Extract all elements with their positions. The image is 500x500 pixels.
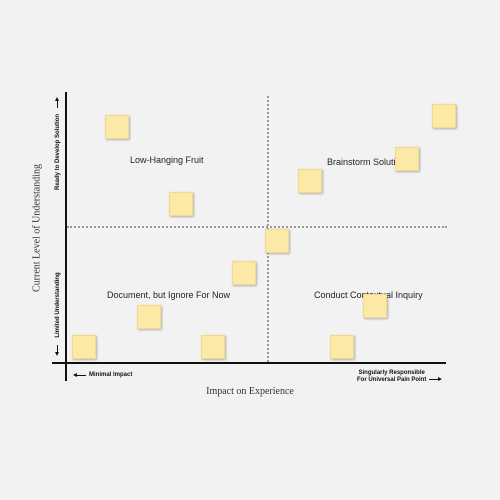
sticky-note[interactable] <box>363 294 387 318</box>
sticky-note[interactable] <box>265 229 289 253</box>
sticky-note[interactable] <box>395 147 419 171</box>
sticky-note[interactable] <box>432 104 456 128</box>
x-axis-min-label: Minimal Impact <box>89 372 133 378</box>
arrow-right-icon <box>429 376 443 381</box>
sticky-note[interactable] <box>201 335 225 359</box>
arrow-up-icon <box>55 97 59 108</box>
horizontal-quadrant-divider <box>67 226 447 228</box>
x-axis-min: Minimal Impact <box>73 372 133 378</box>
arrow-down-icon <box>55 345 59 356</box>
y-axis-max-label: Ready to Develop Solution <box>55 113 61 191</box>
quadrant-label-top-left: Low-Hanging Fruit <box>130 155 204 165</box>
sticky-note[interactable] <box>330 335 354 359</box>
x-axis-line <box>52 362 446 364</box>
sticky-note[interactable] <box>298 169 322 193</box>
sticky-note[interactable] <box>232 261 256 285</box>
x-axis-title: Impact on Experience <box>206 386 294 397</box>
quadrant-label-top-right: Brainstorm Solutions <box>327 157 411 167</box>
y-axis-title: Current Level of Understanding <box>31 163 43 293</box>
quadrant-label-bottom-left: Document, but Ignore For Now <box>107 290 231 300</box>
y-axis-line <box>65 92 67 381</box>
sticky-note[interactable] <box>169 192 193 216</box>
sticky-note[interactable] <box>137 305 161 329</box>
x-axis-max-label-line1: Singularly Responsible <box>358 370 425 376</box>
x-axis-max: Singularly Responsible For Universal Pai… <box>357 370 443 384</box>
sticky-note[interactable] <box>72 335 96 359</box>
y-axis-min-label: Limited Understanding <box>55 272 61 338</box>
x-axis-max-label: Singularly Responsible For Universal Pai… <box>357 370 426 384</box>
x-axis-max-label-line2: For Universal Pain Point <box>357 377 427 383</box>
arrow-left-icon <box>73 372 86 377</box>
sticky-note[interactable] <box>105 115 129 139</box>
